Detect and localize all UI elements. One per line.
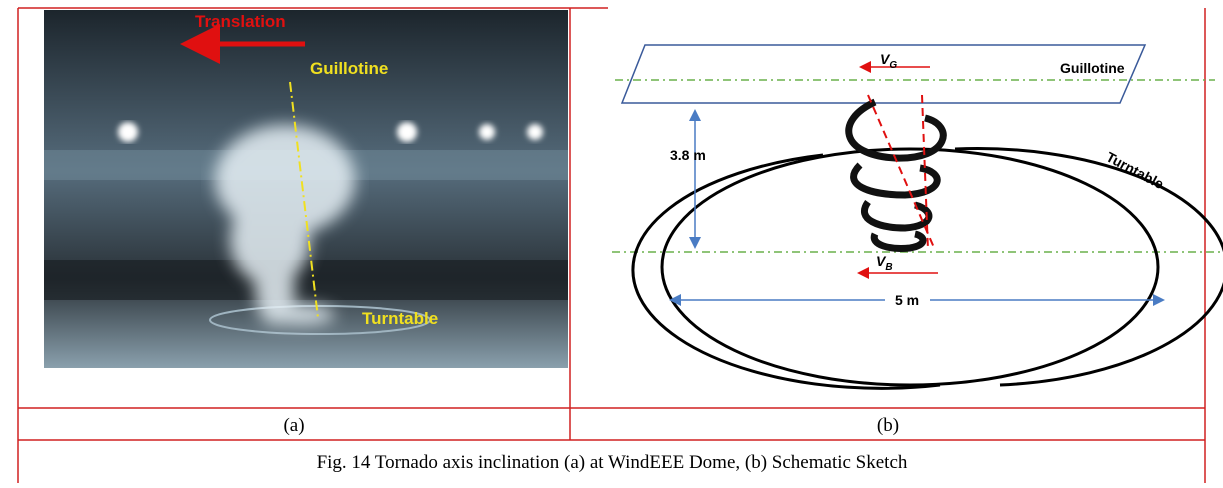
- label-guillotine: Guillotine: [310, 59, 388, 78]
- photo: [44, 10, 568, 368]
- figure: Translation Guillotine Turntable VG Guil…: [0, 0, 1223, 483]
- label-turntable: Turntable: [362, 309, 438, 328]
- label-vb: VB: [876, 253, 893, 273]
- panel-caption: (b): [877, 415, 899, 436]
- figure-caption: Fig. 14 Tornado axis inclination (a) at …: [317, 452, 908, 473]
- label-height: 3.8 m: [670, 147, 706, 163]
- label-diameter: 5 m: [895, 292, 919, 308]
- panel-caption: (a): [283, 415, 304, 436]
- label-vg: VG: [880, 51, 897, 71]
- label-guillotine: Guillotine: [1060, 60, 1125, 76]
- label-translation: Translation: [195, 12, 286, 31]
- schematic: [612, 45, 1223, 388]
- label-turntable: Turntable: [1104, 149, 1167, 193]
